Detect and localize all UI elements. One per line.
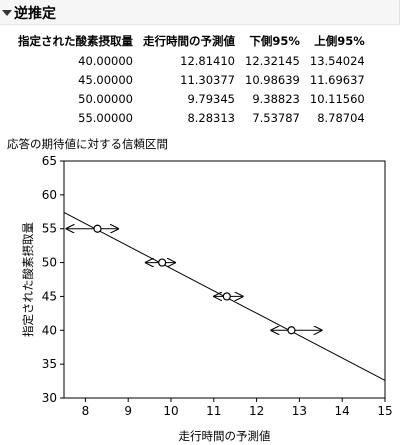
y-tick-label: 60 <box>42 188 57 202</box>
y-tick-label: 65 <box>42 154 57 168</box>
plot-title: 応答の期待値に対する信頼区間 <box>7 137 168 151</box>
column-header-upper-95: 上側95% <box>314 34 365 48</box>
table-cell: 50.00000 <box>78 91 133 106</box>
table-cell: 45.00000 <box>78 72 133 87</box>
column-header-oxygen: 指定された酸素摂取量 <box>18 34 133 48</box>
y-tick-label: 55 <box>42 222 57 236</box>
table-row: 45.00000 11.30377 10.98639 11.69637 <box>18 70 365 89</box>
inverse-prediction-table: 指定された酸素摂取量 走行時間の予測値 下側95% 上側95% 40.00000… <box>18 31 365 127</box>
panel-title: 逆推定 <box>14 6 56 22</box>
x-tick-label: 8 <box>82 404 90 418</box>
x-tick-label: 14 <box>335 404 350 418</box>
y-tick-label: 45 <box>42 289 57 303</box>
data-point <box>222 292 231 301</box>
table-cell: 8.28313 <box>187 110 235 125</box>
data-point <box>158 258 167 267</box>
table-cell: 8.78704 <box>317 110 365 125</box>
x-tick-label: 13 <box>292 404 307 418</box>
table-cell: 9.38823 <box>252 91 300 106</box>
table-row: 50.00000 9.79345 9.38823 10.11560 <box>18 89 365 108</box>
table-cell: 11.30377 <box>180 72 235 87</box>
x-axis-label: 走行時間の予測値 <box>179 429 271 443</box>
table-cell: 12.32145 <box>245 53 300 68</box>
data-point <box>287 326 296 335</box>
x-tick-label: 15 <box>377 404 392 418</box>
y-tick-label: 50 <box>42 256 57 270</box>
table-cell: 40.00000 <box>78 53 133 68</box>
y-tick-label: 30 <box>42 391 57 405</box>
table-header-row: 指定された酸素摂取量 走行時間の予測値 下側95% 上側95% <box>18 31 365 51</box>
x-tick-label: 9 <box>124 404 132 418</box>
x-tick-label: 12 <box>249 404 264 418</box>
table-cell: 12.81410 <box>180 53 235 68</box>
table-cell: 13.54024 <box>309 53 365 68</box>
x-tick-label: 11 <box>206 404 221 418</box>
table-row: 40.00000 12.81410 12.32145 13.54024 <box>18 51 365 70</box>
table-cell: 55.00000 <box>78 110 133 125</box>
y-tick-label: 40 <box>42 323 57 337</box>
inverse-prediction-header[interactable]: 逆推定 <box>0 0 400 25</box>
table-cell: 7.53787 <box>252 110 300 125</box>
y-tick-label: 35 <box>42 357 57 371</box>
table-cell: 10.98639 <box>245 72 300 87</box>
table-row: 55.00000 8.28313 7.53787 8.78704 <box>18 108 365 127</box>
disclosure-triangle-icon[interactable] <box>2 10 12 16</box>
column-header-lower-95: 下側95% <box>249 34 300 48</box>
y-axis-label: 指定された酸素摂取量 <box>21 222 35 337</box>
column-header-predicted-runtime: 走行時間の予測値 <box>143 34 235 48</box>
table-cell: 9.79345 <box>187 91 235 106</box>
table-cell: 11.69637 <box>309 72 365 87</box>
table-cell: 10.11560 <box>309 91 365 106</box>
plot-frame <box>63 160 386 399</box>
data-point <box>93 224 102 233</box>
x-tick-label: 10 <box>163 404 178 418</box>
